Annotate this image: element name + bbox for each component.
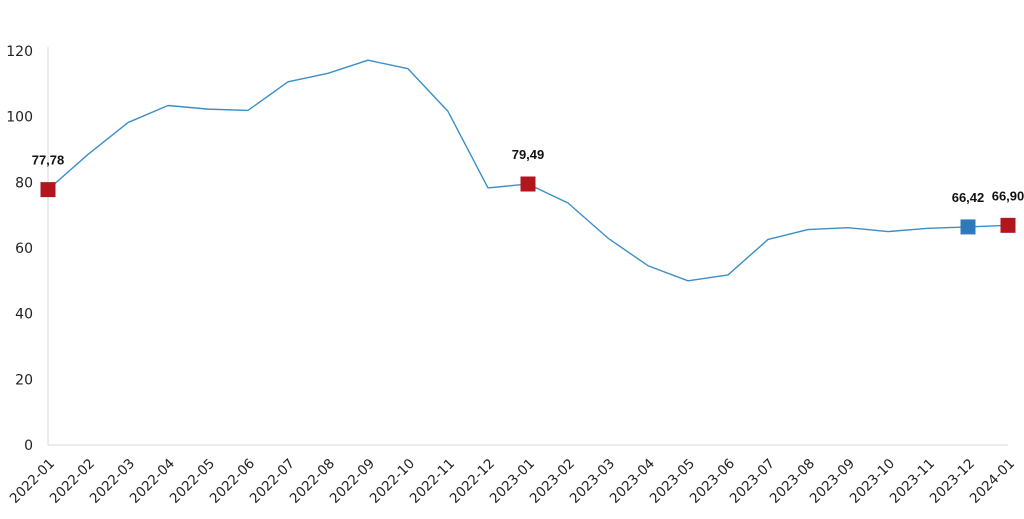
y-tick-label: 0 bbox=[24, 438, 33, 454]
y-tick-label: 40 bbox=[15, 307, 33, 323]
series-line bbox=[47, 59, 1009, 282]
data-label: 77,78 bbox=[32, 153, 65, 168]
y-tick-label: 60 bbox=[15, 241, 33, 257]
y-tick-label: 80 bbox=[15, 175, 33, 191]
x-tick-label: 2024-01 bbox=[967, 456, 1018, 507]
data-label: 66,42 bbox=[952, 190, 985, 205]
data-marker bbox=[1000, 217, 1016, 233]
data-label: 79,49 bbox=[512, 147, 545, 162]
data-label: 66,90 bbox=[992, 188, 1024, 203]
y-tick-label: 120 bbox=[6, 44, 33, 60]
y-tick-label: 100 bbox=[6, 110, 33, 126]
data-marker bbox=[960, 219, 976, 235]
data-marker bbox=[520, 176, 536, 192]
y-tick-label: 20 bbox=[15, 372, 33, 388]
data-marker bbox=[40, 182, 56, 198]
